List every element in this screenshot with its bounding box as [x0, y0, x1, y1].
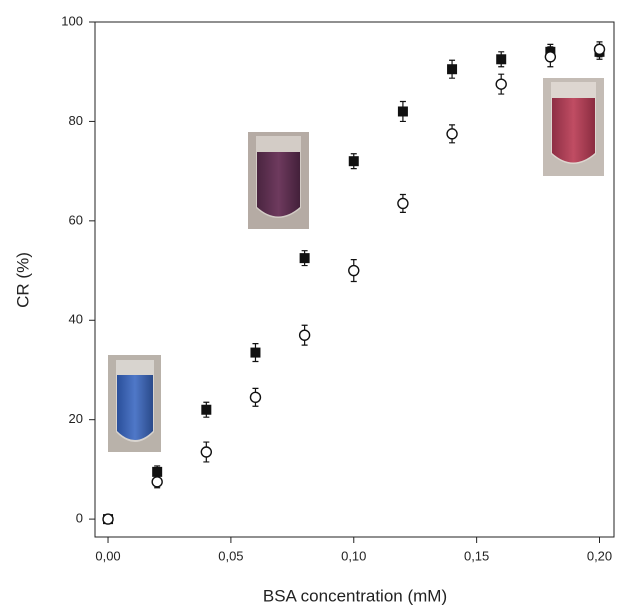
point — [397, 197, 409, 210]
y-tick-label: 0 — [76, 511, 83, 526]
point — [152, 466, 163, 477]
point — [102, 513, 114, 525]
x-tick-label: 0,10 — [341, 548, 366, 563]
point — [249, 391, 262, 404]
y-tick-label: 60 — [69, 212, 83, 227]
x-tick-label: 0,15 — [464, 548, 489, 563]
tube-photo-red — [543, 78, 604, 176]
point — [200, 446, 213, 458]
tube-photo-blue — [108, 355, 161, 452]
tube-photo-purple — [248, 132, 309, 229]
point — [299, 253, 310, 264]
point — [496, 54, 507, 65]
point — [348, 156, 359, 167]
y-tick-label: 80 — [69, 113, 83, 128]
x-tick-label: 0,00 — [95, 548, 120, 563]
point — [298, 329, 311, 341]
y-axis-title: CR (%) — [13, 252, 32, 308]
point — [151, 476, 163, 488]
point — [447, 64, 458, 75]
y-tick-label: 40 — [69, 312, 83, 327]
point — [348, 264, 360, 277]
x-axis-title: BSA concentration (mM) — [263, 586, 447, 605]
y-tick-label: 100 — [61, 13, 83, 28]
point — [495, 78, 507, 90]
plot-frame — [94, 21, 615, 538]
point — [446, 128, 458, 140]
point — [201, 404, 212, 415]
point — [544, 51, 557, 63]
y-tick-label: 20 — [69, 411, 83, 426]
x-tick-label: 0,05 — [218, 548, 243, 563]
point — [397, 106, 408, 117]
x-tick-label: 0,20 — [587, 548, 612, 563]
point — [250, 347, 261, 358]
point — [593, 43, 606, 56]
